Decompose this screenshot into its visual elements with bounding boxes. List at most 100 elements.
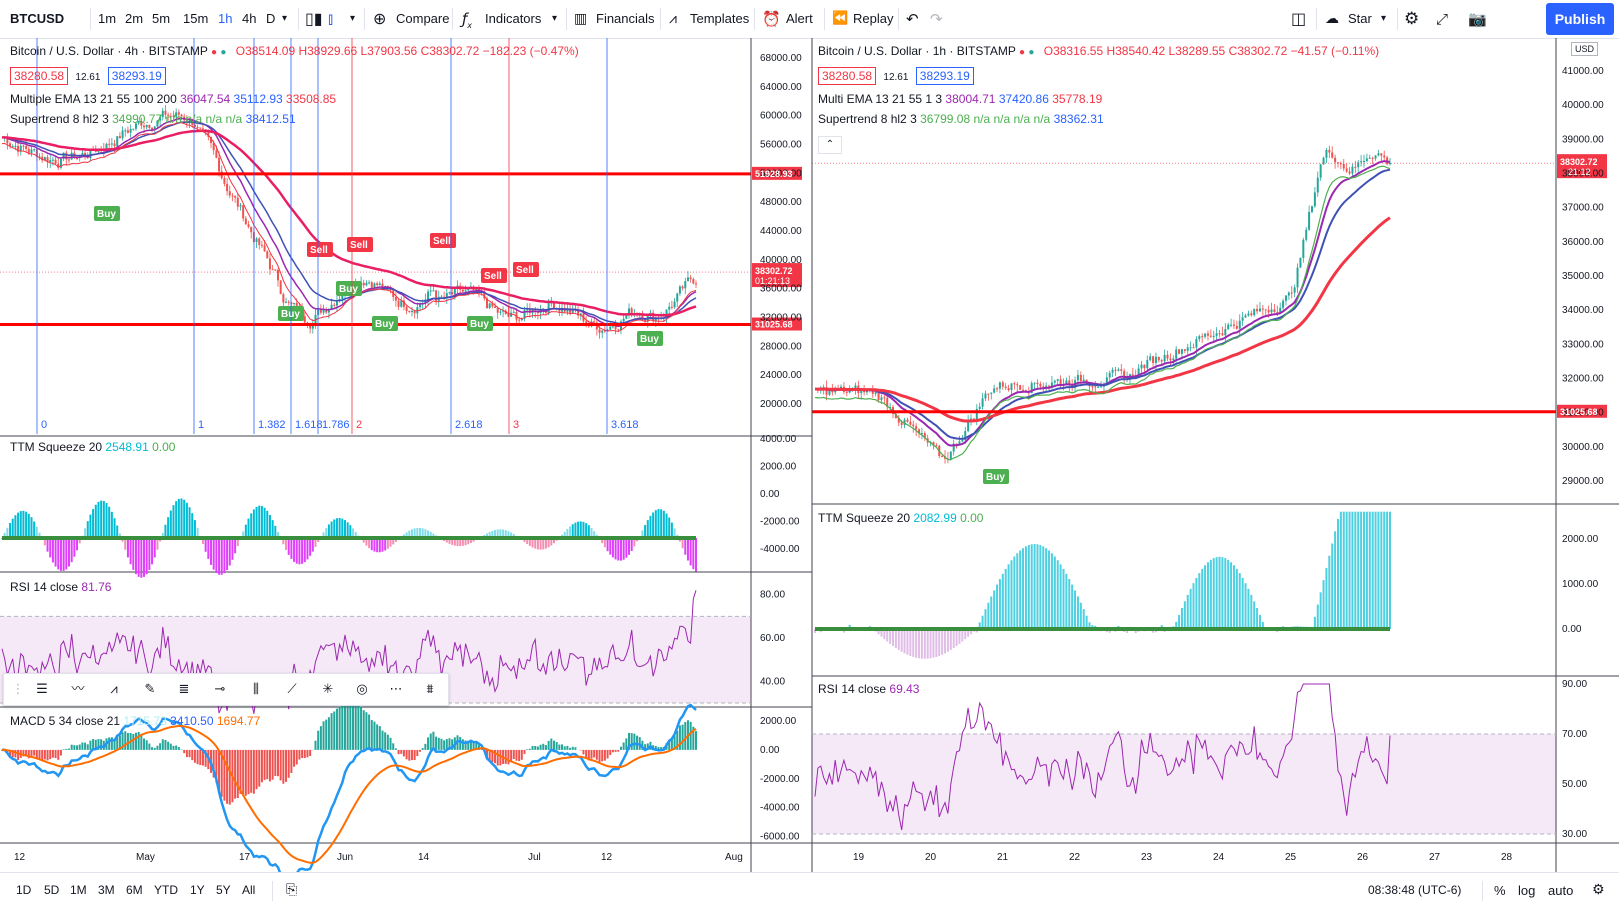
elliott-wave-icon[interactable]: 〰 <box>66 679 90 699</box>
range-all[interactable]: All <box>242 873 255 908</box>
percent-toggle[interactable]: % <box>1494 873 1506 908</box>
ttm-histogram-bar <box>984 609 986 629</box>
alert-button[interactable]: Alert <box>786 0 813 38</box>
range-1m[interactable]: 1M <box>70 873 87 908</box>
price-candle <box>1273 309 1275 311</box>
price-candle <box>1190 347 1192 348</box>
price-candle <box>1060 379 1062 384</box>
currency-selector[interactable]: USD <box>1571 42 1598 56</box>
compare-icon[interactable]: ⊕ <box>373 0 386 38</box>
candle-style-icon[interactable]: ⫾ <box>328 0 333 38</box>
ttm-histogram-bar <box>572 524 574 538</box>
interval-1h[interactable]: 1h <box>218 0 232 38</box>
collapse-legend-icon[interactable]: ⌃ <box>818 136 842 154</box>
chart-area[interactable]: 68000.0064000.0060000.0056000.0052000.00… <box>0 38 1619 872</box>
templates-icon[interactable]: ⩘ <box>669 0 677 38</box>
fib-retracement-icon[interactable]: ⋯ <box>384 679 408 699</box>
interval-15m[interactable]: 15m <box>183 0 208 38</box>
price-candle <box>682 286 684 288</box>
financials-button[interactable]: Financials <box>596 0 655 38</box>
price-candle <box>231 195 233 196</box>
alert-icon[interactable]: ⏰ <box>762 0 781 38</box>
interval-5m[interactable]: 5m <box>152 0 170 38</box>
star-dropdown-icon[interactable]: ▾ <box>1381 0 1386 38</box>
settings-gear-icon[interactable]: ⚙ <box>1592 873 1605 908</box>
range-5y[interactable]: 5Y <box>216 873 231 908</box>
range-1y[interactable]: 1Y <box>190 873 205 908</box>
macd-histogram-bar <box>226 750 228 804</box>
compare-button[interactable]: Compare <box>396 0 449 38</box>
price-candle <box>237 198 239 207</box>
left-bid[interactable]: 38280.58 <box>10 67 68 85</box>
templates-button[interactable]: Templates <box>690 0 749 38</box>
cloud-icon[interactable]: ☁ <box>1325 0 1339 38</box>
left-ask[interactable]: 38293.19 <box>108 67 166 85</box>
star-button[interactable]: Star <box>1348 0 1372 38</box>
macd-histogram-bar <box>569 748 571 750</box>
ttm-histogram-bar <box>898 629 900 650</box>
pattern-icon[interactable]: ✳ <box>316 679 340 699</box>
range-5d[interactable]: 5D <box>44 873 59 908</box>
undo-icon[interactable]: ↶ <box>906 0 919 38</box>
macd-histogram-bar <box>55 750 57 758</box>
fib-time-icon[interactable]: ⫼ <box>244 679 268 699</box>
range-3m[interactable]: 3M <box>98 873 115 908</box>
drag-handle-icon[interactable]: ⋮ <box>6 679 30 699</box>
ray-icon[interactable]: ⊸ <box>208 679 232 699</box>
price-candle <box>1230 325 1232 326</box>
indicators-dropdown-icon[interactable]: ▾ <box>552 0 557 38</box>
range-1d[interactable]: 1D <box>16 873 31 908</box>
ttm-histogram-bar <box>376 538 378 552</box>
price-candle <box>202 128 204 129</box>
range-ytd[interactable]: YTD <box>154 873 178 908</box>
ttm-histogram-bar <box>1062 569 1064 629</box>
clock[interactable]: 08:38:48 (UTC-6) <box>1368 873 1461 908</box>
horizontal-lines-icon[interactable]: ☰ <box>30 679 54 699</box>
ttm-histogram-bar <box>1247 589 1249 629</box>
price-candle <box>1091 386 1093 387</box>
auto-toggle[interactable]: auto <box>1548 873 1573 908</box>
indicators-icon[interactable]: ƒx <box>462 0 472 38</box>
range-6m[interactable]: 6M <box>126 873 143 908</box>
ttm-histogram-bar <box>175 501 177 538</box>
right-ask[interactable]: 38293.19 <box>916 67 974 85</box>
ttm-histogram-bar <box>87 521 89 538</box>
ttm-histogram-bar <box>17 513 19 538</box>
left-ohlc: O38514.09 H38929.66 L37903.56 C38302.72 … <box>236 44 579 58</box>
symbol-search[interactable]: BTCUSD <box>10 0 64 38</box>
goto-date-icon[interactable]: ⎘ <box>286 873 297 908</box>
price-candle <box>901 423 903 425</box>
trendline-icon[interactable]: ⟋ <box>280 679 304 699</box>
interval-d[interactable]: D <box>266 0 275 38</box>
log-toggle[interactable]: log <box>1518 873 1535 908</box>
right-bid[interactable]: 38280.58 <box>818 67 876 85</box>
ttm-histogram-bar <box>1204 565 1206 629</box>
layout-icon[interactable]: ◫ <box>1291 0 1306 38</box>
interval-4h[interactable]: 4h <box>242 0 256 38</box>
price-candle <box>22 146 24 147</box>
chart-type-dropdown-icon[interactable]: ▾ <box>350 0 355 38</box>
redo-icon[interactable]: ↷ <box>930 0 943 38</box>
ttm-histogram-bar <box>1198 573 1200 629</box>
fullscreen-icon[interactable]: ⤢ <box>1436 0 1448 38</box>
settings-gear-icon[interactable]: ⚙ <box>1404 0 1419 38</box>
replay-icon[interactable]: ⏪ <box>832 0 848 38</box>
camera-icon[interactable]: 📷 <box>1468 0 1487 38</box>
fib-circle-icon[interactable]: ◎ <box>350 679 374 699</box>
interval-dropdown-icon[interactable]: ▾ <box>282 0 287 38</box>
financials-icon[interactable]: ▥ <box>574 0 587 38</box>
ttm-histogram-bar <box>309 538 311 556</box>
indicators-button[interactable]: Indicators <box>485 0 541 38</box>
ttm-histogram-bar <box>1028 545 1030 629</box>
macd-histogram-bar <box>373 722 375 750</box>
pen-icon[interactable]: ✎ <box>138 679 162 699</box>
channel-icon[interactable]: ≣ <box>172 679 196 699</box>
replay-button[interactable]: Replay <box>853 0 893 38</box>
interval-2m[interactable]: 2m <box>125 0 143 38</box>
interval-1m[interactable]: 1m <box>98 0 116 38</box>
publish-button[interactable]: Publish <box>1546 3 1614 35</box>
range-icon[interactable]: ⩩ <box>418 679 442 699</box>
abcd-pattern-icon[interactable]: ⩘ <box>102 679 126 699</box>
macd-histogram-bar <box>593 750 595 758</box>
bar-style-icon[interactable]: ▯▮ <box>305 0 323 38</box>
